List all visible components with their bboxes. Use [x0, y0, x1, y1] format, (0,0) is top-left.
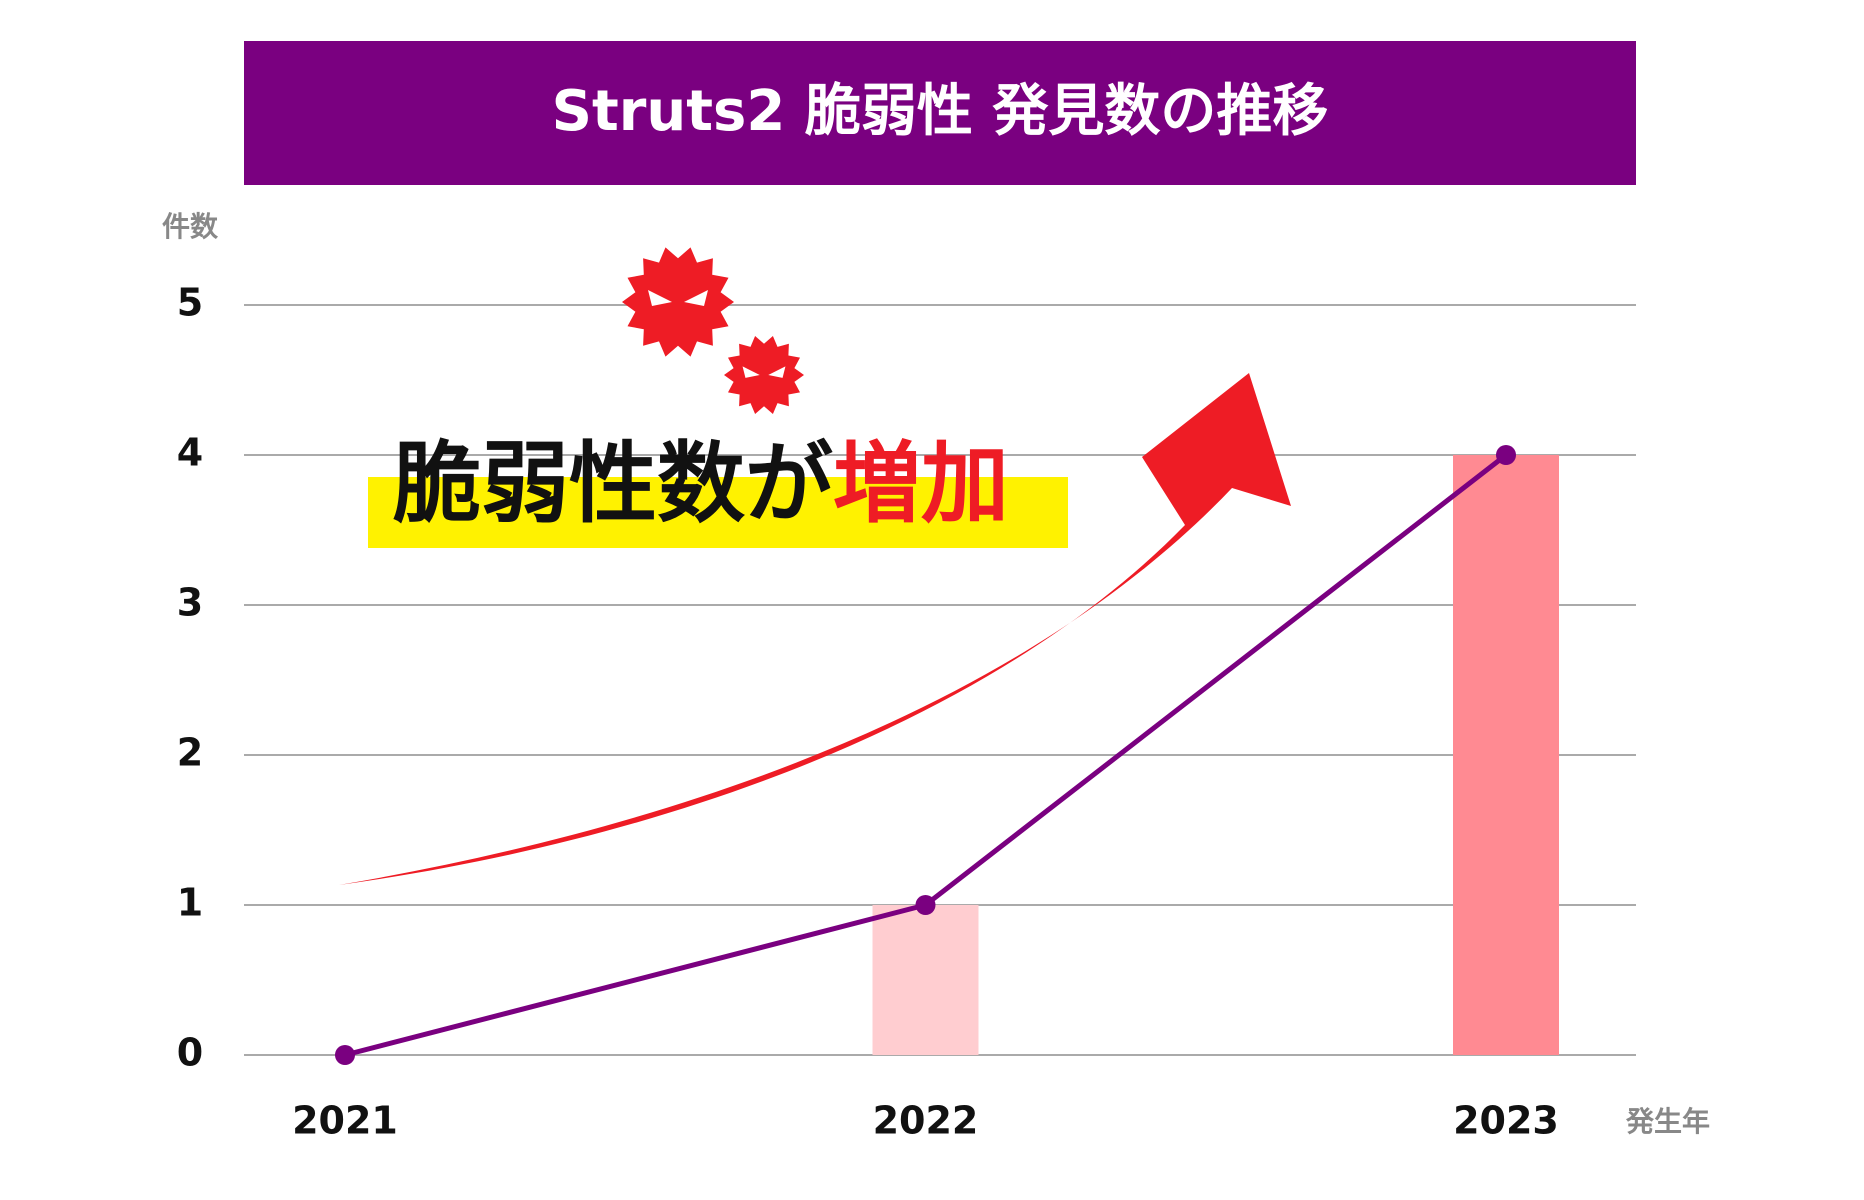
- virus: [622, 247, 734, 357]
- virus-eye: [742, 366, 760, 378]
- y-tick-label: 4: [177, 431, 203, 475]
- virus-eye: [684, 290, 708, 306]
- plot-area: 0 1 2 3 4 5 2021 2022 2023: [177, 281, 1636, 1143]
- y-tick-label: 3: [177, 581, 203, 625]
- virus-eye: [768, 366, 786, 378]
- y-axis-label: 件数: [162, 210, 219, 243]
- point: [335, 1045, 355, 1065]
- virus: [724, 336, 804, 414]
- x-axis-label: 発生年: [1625, 1105, 1710, 1138]
- y-tick-label: 5: [177, 281, 203, 325]
- annotation: 脆弱性数が増加: [393, 432, 1009, 535]
- x-tick-label: 2021: [292, 1099, 398, 1143]
- point: [1496, 445, 1516, 465]
- y-tick-label: 2: [177, 731, 203, 775]
- y-tick-label: 0: [177, 1031, 203, 1075]
- annotation-emphasis: 増加: [833, 432, 1009, 535]
- y-tick-label: 1: [177, 881, 203, 925]
- title-banner: [244, 41, 1636, 185]
- point: [915, 895, 936, 915]
- x-tick-label: 2023: [1453, 1099, 1559, 1143]
- trend-arrow: [339, 373, 1291, 885]
- x-tick-label: 2022: [873, 1099, 979, 1143]
- virus-eye: [648, 290, 672, 306]
- bar: [872, 905, 979, 1055]
- annotation-text: 脆弱性数が: [393, 432, 833, 535]
- bar: [1453, 455, 1559, 1055]
- chart-title: Struts2 脆弱性 発見数の推移: [552, 79, 1329, 144]
- virus-icons: [622, 247, 804, 414]
- highlight: [368, 477, 1068, 548]
